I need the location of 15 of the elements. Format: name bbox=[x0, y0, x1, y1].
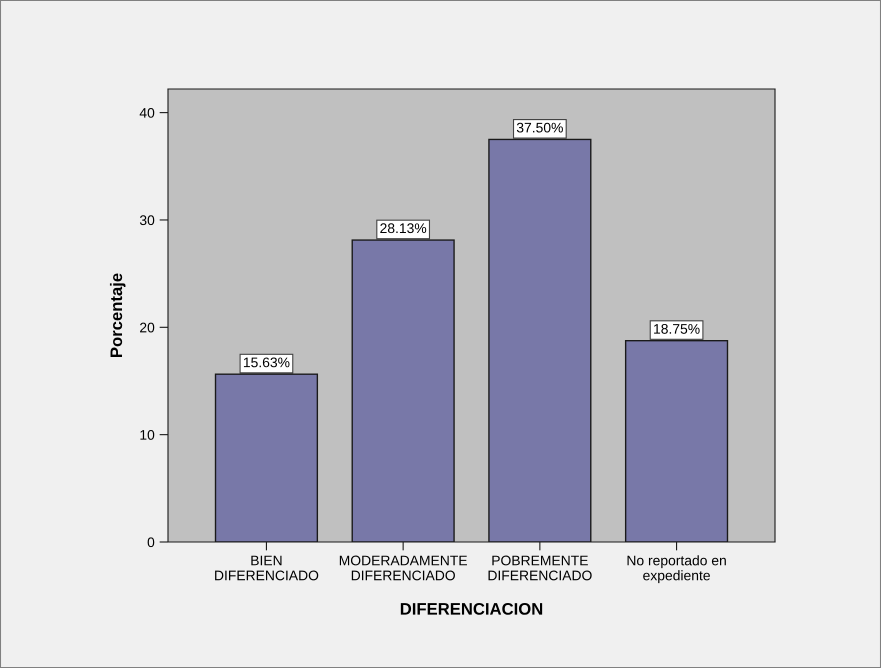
data-label: 37.50% bbox=[516, 122, 563, 133]
y-tick-label: 10 bbox=[140, 430, 154, 440]
data-label: 15.63% bbox=[244, 357, 290, 368]
x-tick-label: POBREMENTE DIFERENCIADO bbox=[488, 556, 592, 580]
data-label: 28.13% bbox=[380, 223, 426, 234]
y-tick-label: 30 bbox=[140, 215, 154, 226]
y-tick-label: 0 bbox=[148, 537, 154, 548]
y-tick-label: 40 bbox=[140, 108, 154, 118]
y-tick-label: 20 bbox=[140, 322, 154, 332]
x-axis-title: DIFERENCIACION bbox=[400, 602, 542, 615]
x-tick-label: MODERADAMENTE DIFERENCIADO bbox=[340, 556, 467, 580]
x-tick-label: No reportado en expediente bbox=[628, 555, 726, 584]
x-tick-label: BIEN DIFERENCIADO bbox=[215, 556, 318, 580]
data-label: 18.75% bbox=[654, 324, 700, 334]
y-axis-title: Porcentaje bbox=[110, 273, 126, 357]
